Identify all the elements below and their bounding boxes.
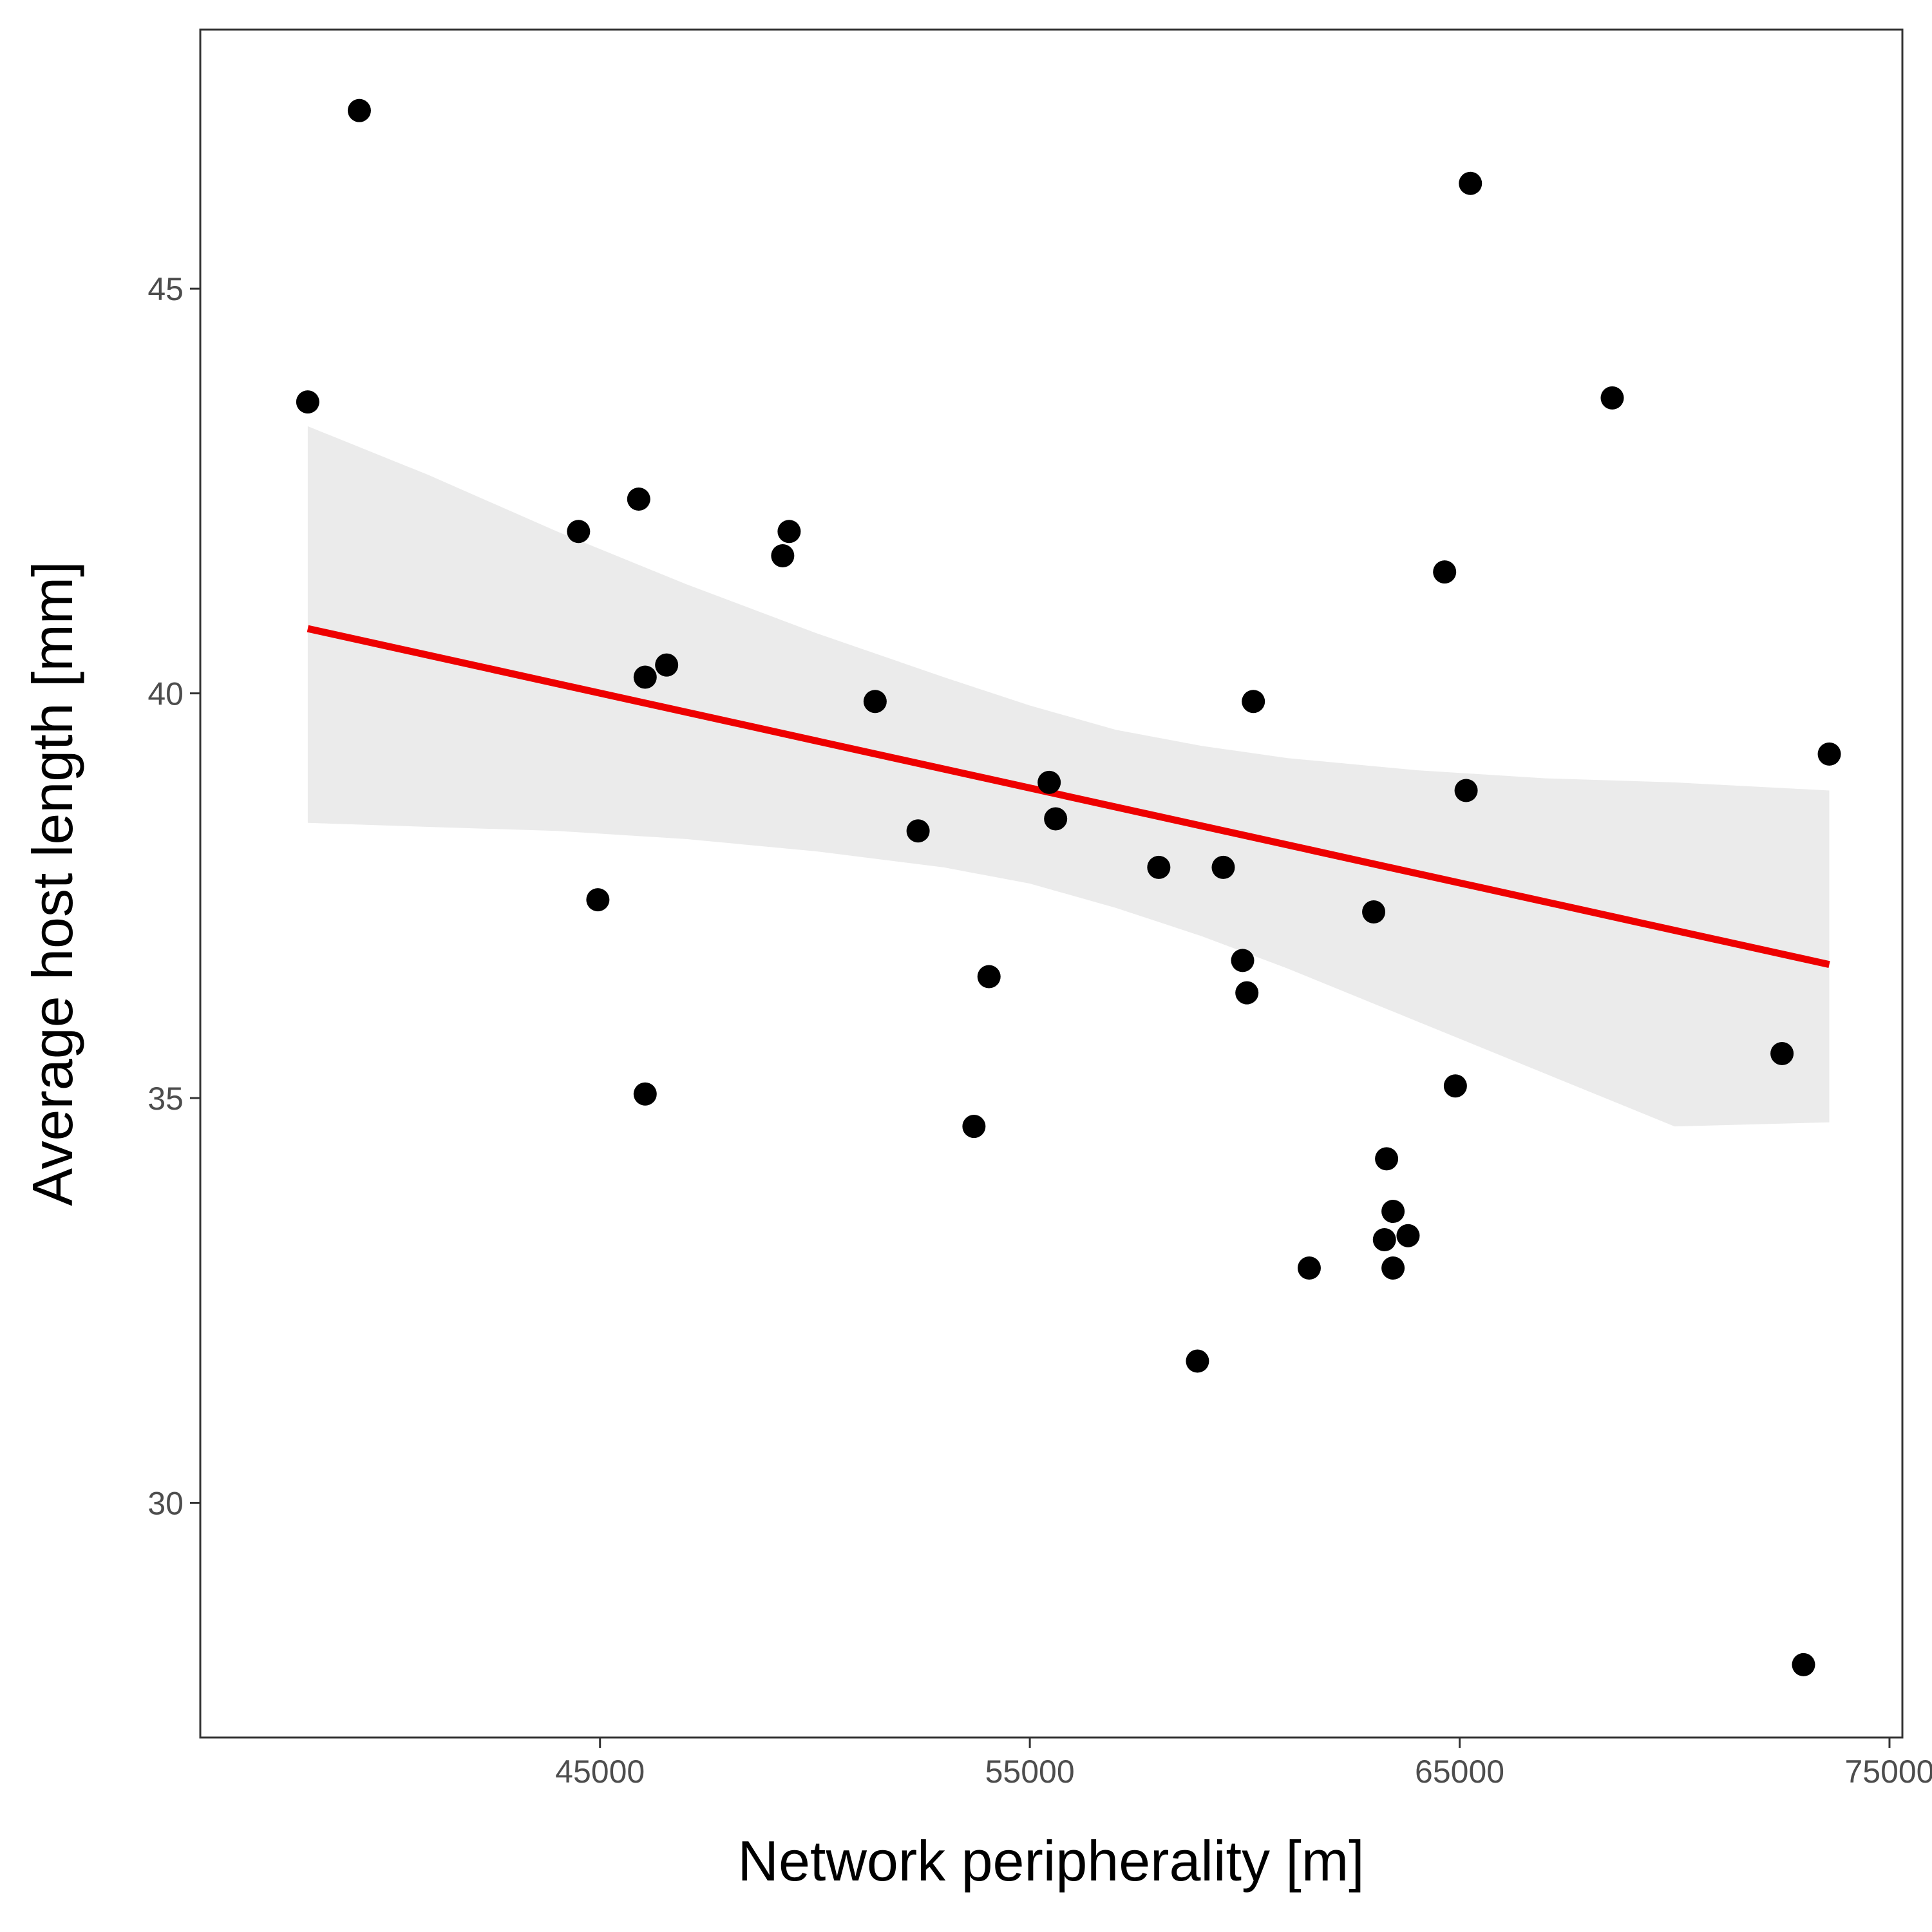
confidence-band: [307, 426, 1830, 1127]
x-tick-label: 65000: [1415, 1754, 1504, 1790]
plot-border: [199, 28, 1904, 1739]
data-point: [1770, 1041, 1794, 1065]
data-point: [1044, 807, 1068, 831]
data-point: [633, 1082, 657, 1106]
data-point: [1459, 171, 1482, 195]
data-point: [1381, 1256, 1405, 1280]
x-axis: 45000 55000 65000 75000: [555, 1738, 1932, 1790]
data-point: [347, 99, 371, 122]
x-tick-label: 55000: [985, 1754, 1075, 1790]
data-point: [1600, 386, 1624, 410]
data-points-layer: [296, 99, 1841, 1676]
data-point: [863, 690, 887, 714]
data-point: [1454, 779, 1478, 802]
data-point: [1433, 560, 1457, 584]
data-point: [1231, 949, 1255, 972]
confidence-band-layer: [307, 426, 1830, 1127]
data-point: [1235, 981, 1259, 1005]
data-point: [586, 888, 610, 912]
y-axis-title: Average host length [mm]: [21, 561, 84, 1206]
x-tick-label: 45000: [555, 1754, 645, 1790]
data-point: [1792, 1653, 1815, 1676]
data-point: [1372, 1228, 1396, 1252]
data-point: [1375, 1147, 1399, 1171]
data-point: [1147, 855, 1171, 879]
data-point: [1242, 690, 1265, 714]
y-tick-label: 35: [147, 1081, 184, 1117]
data-point: [1443, 1074, 1467, 1098]
x-tick-label: 75000: [1844, 1754, 1932, 1790]
data-point: [627, 487, 650, 511]
data-point: [633, 665, 657, 689]
data-point: [771, 544, 795, 567]
data-point: [655, 653, 679, 677]
data-point: [1037, 770, 1061, 794]
data-point: [1381, 1200, 1405, 1224]
data-point: [296, 390, 319, 414]
data-point: [1396, 1224, 1420, 1247]
data-point: [1297, 1256, 1321, 1280]
data-point: [1817, 742, 1841, 766]
y-axis: 30 35 40 45: [147, 271, 200, 1522]
data-point: [1362, 900, 1386, 923]
x-axis-title: Network peripherality [m]: [737, 1829, 1364, 1893]
regression-line: [307, 625, 1830, 969]
y-tick-label: 30: [147, 1486, 184, 1522]
y-tick-label: 45: [147, 271, 184, 307]
data-point: [977, 965, 1001, 989]
data-point: [777, 520, 801, 544]
y-tick-label: 40: [147, 676, 184, 712]
data-point: [962, 1115, 986, 1139]
data-point: [1211, 855, 1235, 879]
data-point: [567, 520, 591, 544]
data-point: [1186, 1349, 1209, 1373]
fit-line-layer: [307, 625, 1830, 969]
data-point: [906, 819, 930, 843]
